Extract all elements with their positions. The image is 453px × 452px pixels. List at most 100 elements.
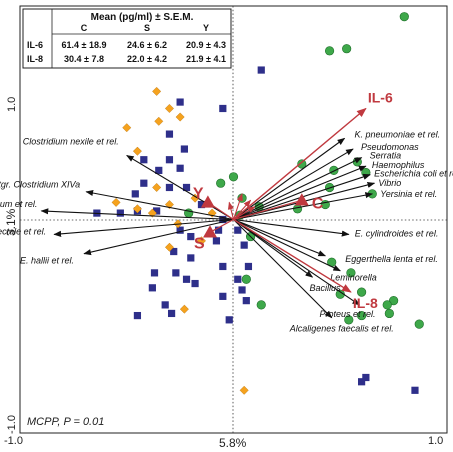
sample-point-s [161, 301, 169, 309]
centroid-link [209, 218, 234, 233]
table-cell: 24.6 ± 6.2 [127, 40, 167, 50]
sample-point-y [239, 385, 249, 395]
sample-point-y [152, 182, 162, 192]
sample-point-s [133, 311, 142, 320]
table-row-label: IL-6 [27, 40, 43, 50]
sample-point-s [165, 156, 174, 164]
species-label: E. rectale et rel. [0, 226, 46, 236]
centroid-label: Y [193, 185, 204, 202]
species-label: Outgr. Clostridium XIVa [0, 180, 80, 190]
sample-point-c [344, 315, 354, 325]
species-label: Pseudomonas [361, 142, 419, 152]
sample-point-s [182, 183, 191, 192]
species-arrow [233, 219, 314, 278]
sample-point-s [244, 262, 253, 271]
sample-point-s [240, 241, 248, 249]
supplementary-arrow [233, 107, 367, 221]
sample-point-s [225, 316, 233, 324]
sample-point-y [164, 103, 174, 113]
table-col-c: C [81, 23, 88, 33]
sample-point-c [216, 178, 226, 188]
sample-point-y [179, 304, 189, 314]
species-label: Yersinia et rel. [380, 189, 437, 199]
table-cell: 61.4 ± 18.9 [62, 40, 107, 50]
species-arrow [126, 154, 234, 220]
species-label: Vibrio [378, 178, 401, 188]
sample-point-y [132, 204, 142, 214]
species-arrow [233, 137, 346, 220]
sample-point-y [164, 242, 174, 252]
sample-point-s [170, 247, 178, 256]
species-label: Escherichia coli et rel. [374, 169, 453, 179]
sample-point-s [155, 166, 163, 174]
sample-point-s [242, 297, 250, 305]
sample-point-c [297, 159, 307, 169]
plot-border [19, 5, 448, 434]
species-label: Alcaligenes faecalis et rel. [289, 324, 394, 334]
centroid-link [233, 199, 302, 221]
y-axis-percent: 3.1% [4, 208, 18, 236]
sample-point-y [147, 208, 157, 218]
sample-point-s [176, 226, 184, 234]
supplementary-arrow [233, 199, 252, 220]
sample-point-y [152, 86, 162, 96]
species-label: E. cylindroides et rel. [355, 228, 439, 238]
species-arrow [233, 219, 341, 272]
sample-point-s [187, 254, 195, 262]
species-arrow [40, 208, 234, 221]
sample-point-y [111, 197, 121, 207]
x-tick-min: -1.0 [4, 435, 23, 447]
sample-point-c [389, 296, 399, 306]
sample-point-y [122, 123, 132, 133]
axis-labels: -1.0 1.0 5.8% 1.0 -1.0 3.1% MCPP, P = 0.… [4, 97, 443, 450]
species-arrow [233, 219, 361, 306]
table-col-s: S [144, 23, 150, 33]
group-centroid [294, 193, 309, 206]
centroid-label: S [194, 235, 205, 252]
sample-point-s [131, 190, 139, 198]
sample-point-s [182, 275, 191, 283]
sample-point-s [172, 269, 180, 277]
sample-point-s [165, 130, 174, 138]
supplementary-variables: IL-6 IL-8 [233, 89, 393, 311]
species-label: Leminorella [330, 273, 377, 283]
x-axis-percent: 5.8% [219, 436, 247, 450]
species-label: Haemophilus [372, 160, 425, 170]
table-box [22, 8, 232, 69]
group-centroid [203, 225, 218, 238]
sample-point-s [219, 104, 227, 113]
species-label: Serratia [370, 151, 402, 161]
sample-point-s [234, 226, 242, 234]
sample-point-c [241, 274, 251, 284]
sample-point-s [153, 207, 161, 215]
species-arrow [233, 219, 333, 319]
sample-point-s [187, 232, 195, 241]
sample-point-y [175, 112, 185, 122]
sample-point-c [399, 12, 409, 22]
plot-frame [19, 5, 448, 434]
species-arrow [233, 218, 350, 237]
sample-point-y [132, 146, 142, 156]
species-arrow [233, 192, 374, 221]
supplementary-arrow [233, 206, 256, 220]
sample-point-s [411, 386, 419, 394]
sample-point-c [346, 268, 356, 278]
sample-point-y [190, 193, 200, 203]
species-arrow [85, 190, 234, 221]
table-cell: 21.9 ± 4.1 [186, 54, 226, 64]
sample-point-s [148, 284, 156, 292]
species-label: Bacillus [309, 283, 341, 293]
sample-point-c [342, 44, 352, 54]
sample-point-y [196, 236, 206, 246]
species-label: Proteus et rel. [319, 309, 375, 319]
species-arrow [53, 218, 234, 237]
sample-point-s [167, 309, 176, 318]
supplementary-arrow [232, 193, 243, 220]
y-tick-max: 1.0 [6, 97, 18, 112]
species-label: Clostridium nexile et rel. [23, 136, 119, 146]
table-cell: 30.4 ± 7.8 [64, 54, 104, 64]
y-tick-min: -1.0 [6, 415, 18, 434]
sample-point-s [219, 292, 227, 300]
table-row-label: IL-8 [27, 54, 43, 64]
